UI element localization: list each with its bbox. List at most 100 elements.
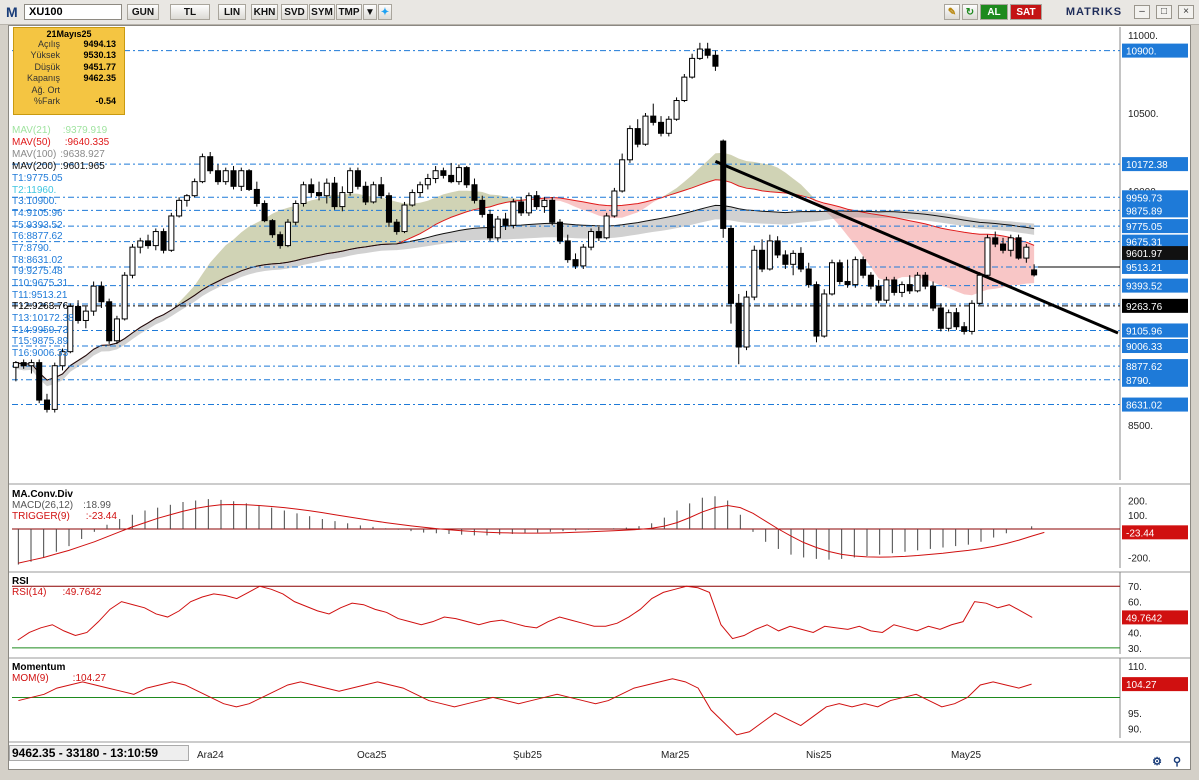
candle-body [137, 240, 144, 248]
level-label: T9:9275.48 [12, 266, 63, 278]
candle-body [937, 307, 944, 329]
axis-badge [1122, 323, 1188, 338]
candle-body [1023, 246, 1030, 259]
minimize-button[interactable]: – [1134, 5, 1150, 19]
candle-body [463, 167, 470, 186]
candle-body [751, 249, 758, 298]
candle-body [90, 285, 97, 312]
candle-body [976, 274, 983, 304]
candle-body [588, 231, 595, 248]
toolbar-button-tl[interactable]: TL [170, 4, 210, 20]
twitter-icon[interactable]: ✦ [378, 4, 392, 20]
level-label: T14:9959.73 [12, 324, 69, 336]
axis-badge-label: 8790. [1126, 376, 1151, 387]
settings-icon[interactable]: ⚙ [1152, 756, 1162, 768]
candle-body [401, 204, 408, 233]
candle-body [898, 284, 906, 293]
candle-body [564, 240, 571, 261]
axis-badge-label: 9006.33 [1126, 342, 1163, 353]
candle-body [914, 274, 921, 292]
candle-body [300, 184, 307, 204]
zoom-icon[interactable]: ⚲ [1172, 756, 1182, 768]
candle-body [455, 167, 462, 183]
axis-badge-label: 9875.89 [1126, 206, 1163, 217]
al-button[interactable]: AL [980, 4, 1008, 20]
y-tick-label: 11000. [1128, 31, 1158, 42]
candle-body [572, 259, 579, 267]
axis-badge [1122, 677, 1188, 692]
ma-band-red [15, 152, 1035, 381]
candle-body [681, 76, 688, 102]
toolbar-button-gun[interactable]: GUN [127, 4, 159, 20]
candle-body [502, 218, 509, 226]
macd-label: MACD(26,12):18.99 [12, 500, 111, 511]
candle-body [417, 184, 424, 194]
rsi-title: RSI [12, 576, 29, 587]
maximize-button[interactable]: □ [1156, 5, 1172, 19]
candle-body [922, 274, 929, 287]
candle-body [106, 301, 113, 342]
axis-badge-label: 8631.02 [1126, 401, 1163, 412]
axis-badge-label: 9105.96 [1126, 326, 1163, 337]
candle-body [704, 48, 711, 56]
candle-body [315, 192, 323, 197]
candle-body [790, 252, 797, 265]
axis-badge-label: -23.44 [1126, 528, 1155, 539]
info-row: %Fark -0.54 [14, 96, 124, 107]
candle-body [836, 262, 843, 282]
toolbar-button-svd[interactable]: SVD [281, 4, 308, 20]
candle-body [665, 118, 672, 134]
brand-label: MATRIKS [1065, 6, 1123, 18]
candle-body [339, 192, 346, 208]
candle-body [160, 231, 167, 251]
rsi-line [17, 585, 1033, 641]
toolbar: M XU100 GUN TL LIN KHN SVD SYM TMP ▼ ✦ ✎ ↻ AL … [0, 0, 1199, 25]
toolbar-button-tmp[interactable]: TMP [336, 4, 362, 20]
momentum-title: Momentum [12, 662, 66, 673]
toolbar-button-khn[interactable]: KHN [251, 4, 278, 20]
y-tick-label: 100. [1128, 511, 1147, 522]
candle-body [992, 237, 999, 245]
close-button[interactable]: × [1178, 5, 1194, 19]
info-value: -0.54 [95, 95, 116, 106]
x-tick-label: Nis25 [806, 750, 832, 761]
candle-body [82, 310, 89, 321]
candle-body [409, 192, 416, 206]
axis-badge [1122, 234, 1188, 249]
chart-area[interactable] [8, 25, 1191, 770]
candle-body [626, 128, 633, 161]
info-value: 9530.13 [83, 50, 116, 61]
axis-badge [1122, 610, 1188, 625]
candle-body [619, 159, 626, 192]
candle-body [486, 213, 494, 239]
candle-body [393, 221, 400, 233]
mav200-line [15, 204, 1035, 381]
trigger-line [18, 504, 1045, 564]
candle-body [727, 227, 735, 304]
pencil-icon[interactable]: ✎ [944, 4, 960, 20]
axis-badge-label: 9959.73 [1126, 193, 1163, 204]
sat-button[interactable]: SAT [1010, 4, 1042, 20]
info-value: 9462.35 [83, 73, 116, 84]
candle-body [595, 231, 602, 239]
candle-body [759, 249, 766, 270]
candle-body [432, 170, 439, 180]
candle-body [556, 221, 564, 242]
candle-body [999, 243, 1007, 251]
mav50-line [15, 179, 1035, 381]
axis-badge [1122, 203, 1188, 218]
candle-body [580, 246, 587, 267]
dropdown-arrow-icon[interactable]: ▼ [363, 4, 377, 20]
candle-body [347, 170, 354, 194]
candle-body [860, 259, 867, 276]
candle-body [98, 285, 105, 303]
toolbar-button-sym[interactable]: SYM [309, 4, 335, 20]
x-tick-label: May25 [951, 750, 982, 761]
candle-body [370, 184, 377, 203]
symbol-input[interactable]: XU100 [24, 4, 122, 20]
refresh-icon[interactable]: ↻ [962, 4, 978, 20]
level-label: T13:10172.38 [12, 313, 74, 325]
toolbar-button-lin[interactable]: LIN [218, 4, 246, 20]
candle-body [953, 312, 960, 328]
